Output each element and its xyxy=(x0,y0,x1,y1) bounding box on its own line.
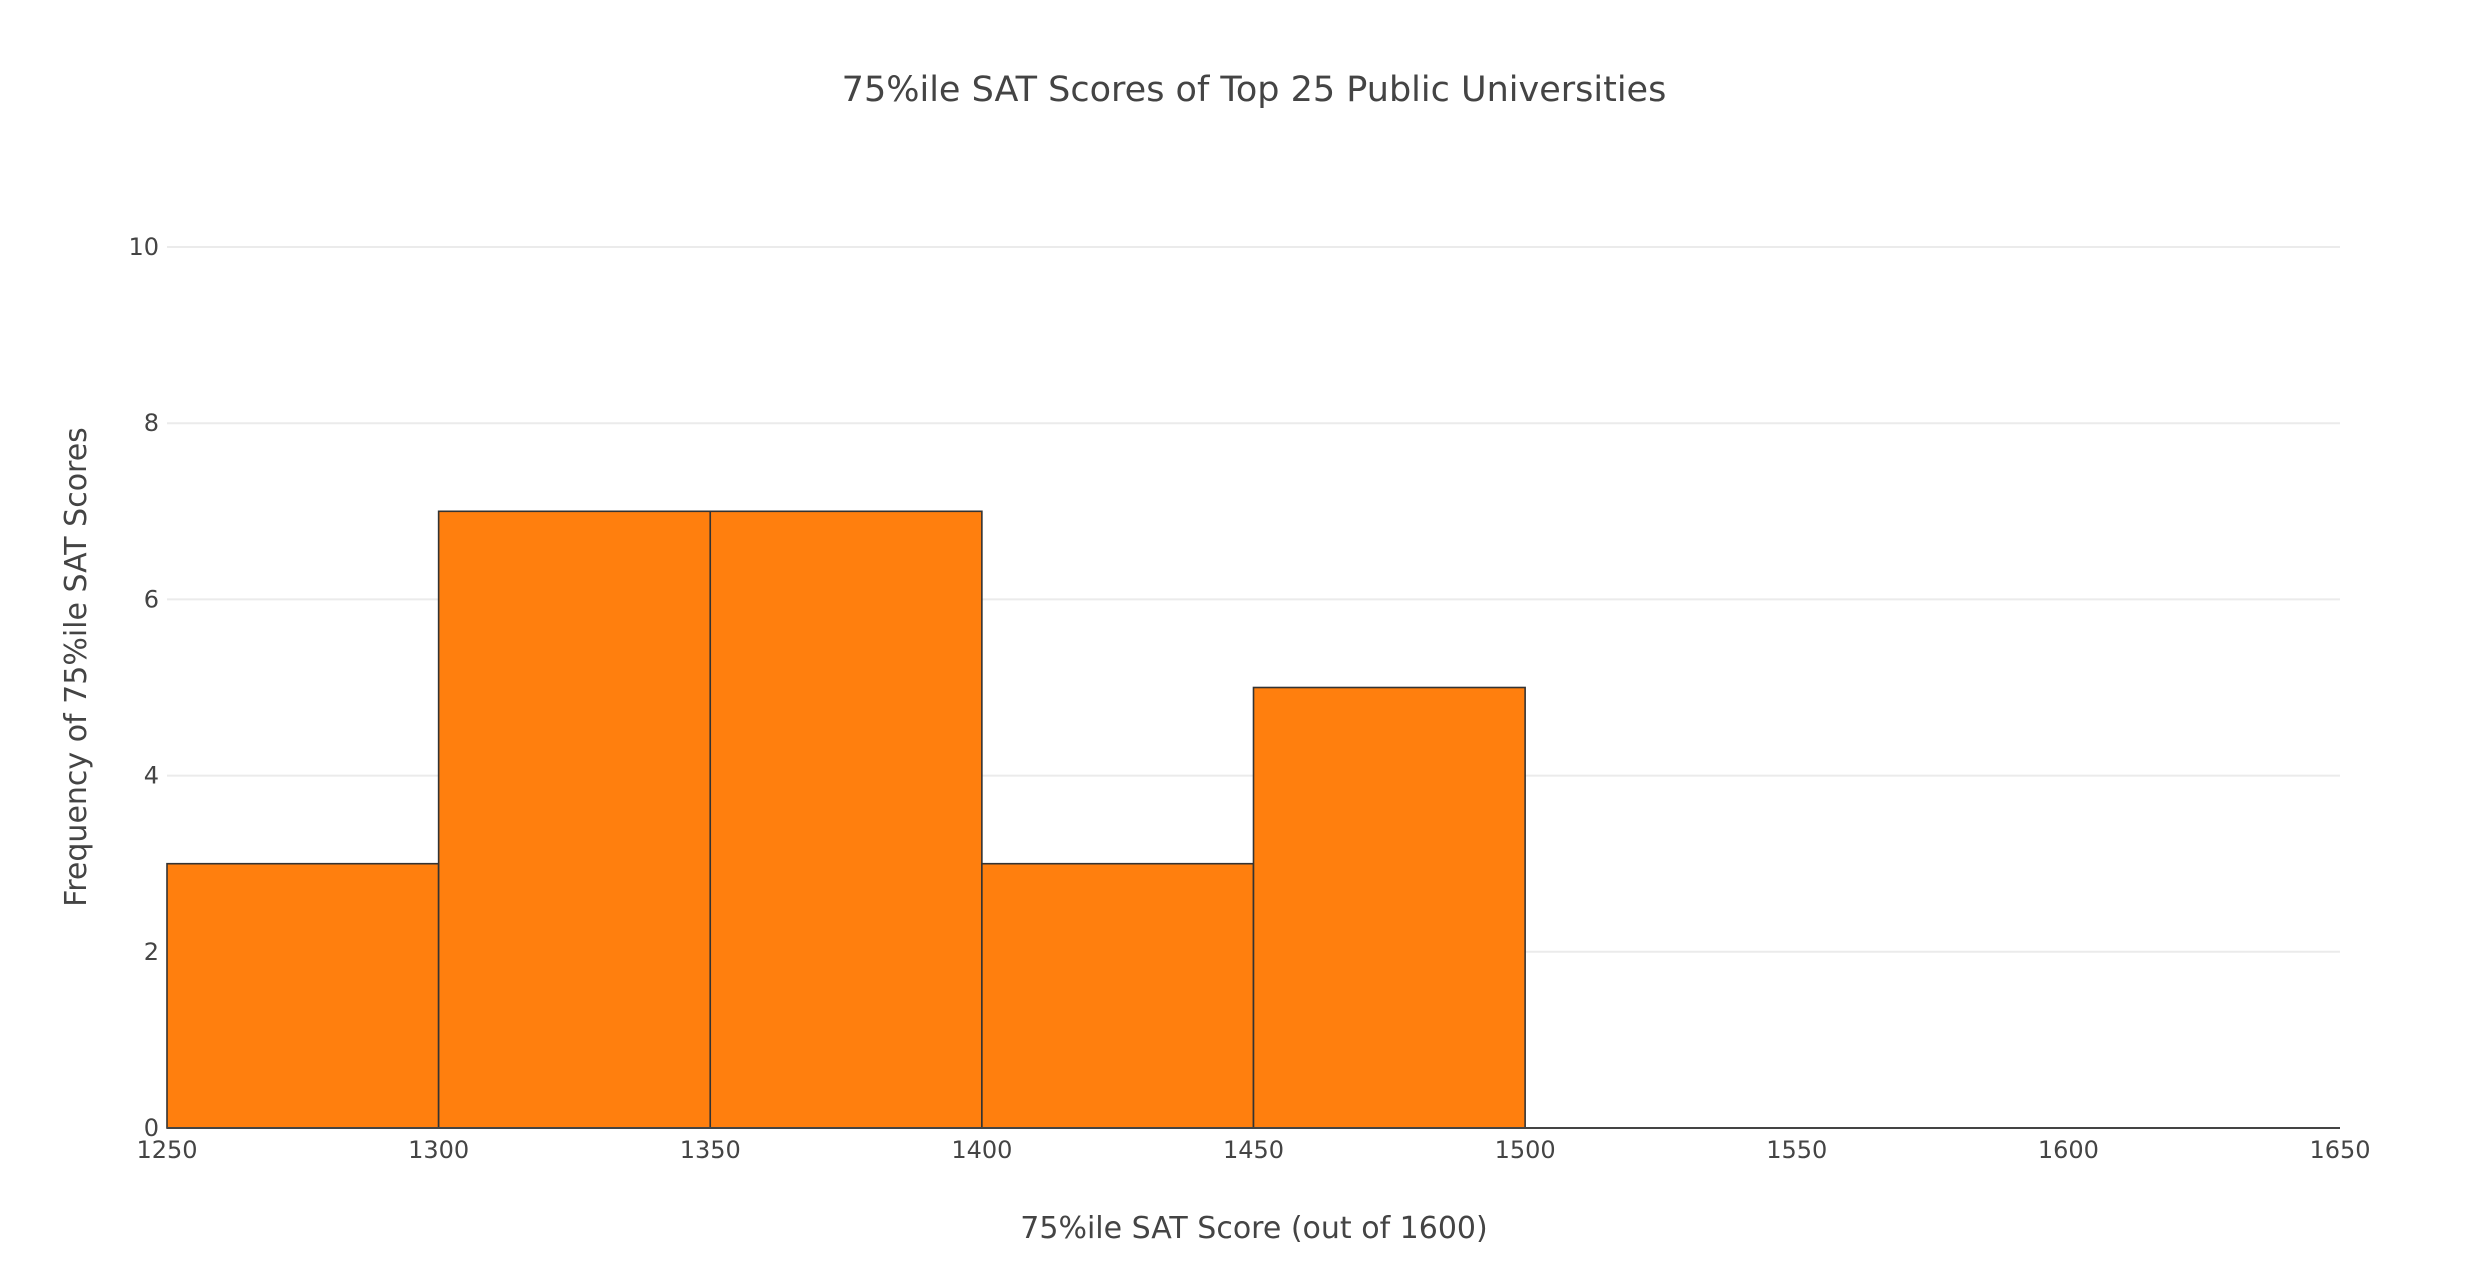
y-tick-label: 2 xyxy=(144,938,159,966)
histogram-bar xyxy=(981,862,1255,1129)
y-axis-title: Frequency of 75%ile SAT Scores xyxy=(59,427,94,907)
histogram-bar xyxy=(709,510,983,1129)
histogram-bar xyxy=(166,862,440,1129)
x-tick-label: 1600 xyxy=(2038,1136,2099,1164)
x-tick-label: 1650 xyxy=(2309,1136,2370,1164)
x-tick-label: 1350 xyxy=(680,1136,741,1164)
x-tick-label: 1300 xyxy=(408,1136,469,1164)
x-tick-label: 1250 xyxy=(136,1136,197,1164)
x-tick-label: 1500 xyxy=(1495,1136,1556,1164)
y-tick-label: 8 xyxy=(144,409,159,437)
histogram-bar xyxy=(437,510,712,1129)
x-tick-label: 1450 xyxy=(1223,1136,1284,1164)
histogram-bar xyxy=(1252,686,1526,1129)
y-tick-label: 4 xyxy=(144,762,159,790)
chart-title: 75%ile SAT Scores of Top 25 Public Unive… xyxy=(842,70,1667,110)
y-tick-label: 6 xyxy=(144,585,159,613)
x-tick-labels: 1250 1300 1350 1400 1450 1500 1550 1600 1650 xyxy=(136,1136,2370,1164)
y-tick-label: 0 xyxy=(144,1114,159,1142)
y-tick-label: 10 xyxy=(128,233,159,261)
x-tick-label: 1400 xyxy=(951,1136,1012,1164)
x-tick-label: 1550 xyxy=(1766,1136,1827,1164)
x-axis-title: 75%ile SAT Score (out of 1600) xyxy=(1020,1211,1487,1246)
y-tick-labels: 0 2 4 6 8 10 xyxy=(128,233,159,1142)
bars xyxy=(166,510,1526,1129)
